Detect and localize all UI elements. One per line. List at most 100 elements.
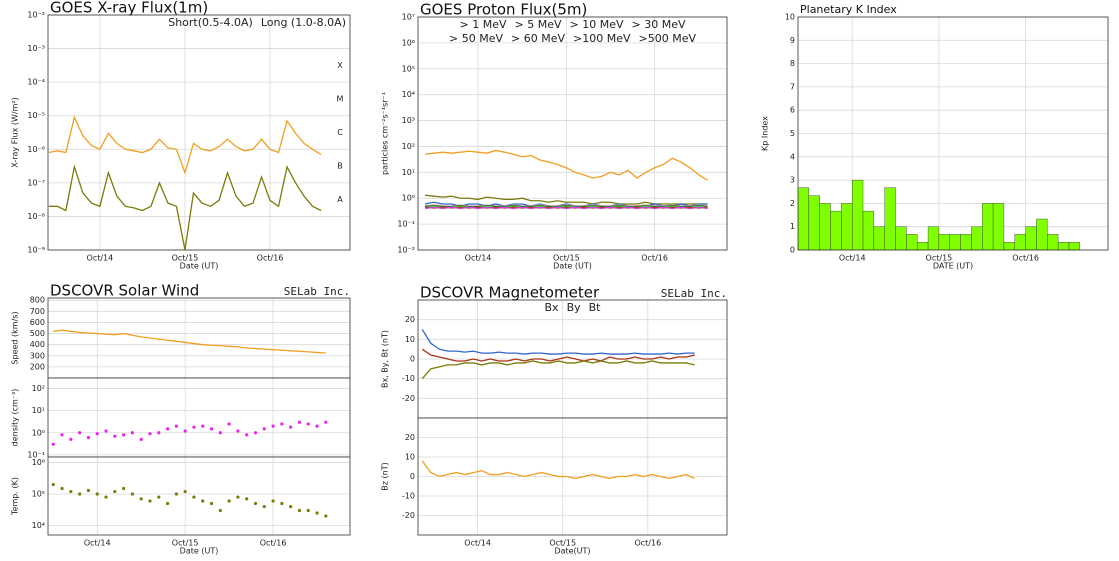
scatter-point — [183, 429, 187, 433]
x-tick-label: Oct/14 — [464, 539, 491, 548]
scatter-point — [148, 499, 152, 503]
y-tick-label: 500 — [30, 329, 45, 338]
y-tick-label: 10² — [32, 384, 45, 393]
y-tick-label: 2 — [790, 199, 795, 208]
y-tick-label: 10⁻⁹ — [27, 246, 45, 255]
legend-entry: > 30 MeV — [632, 18, 686, 31]
y-axis-label: Speed (km/s) — [11, 311, 20, 364]
y-tick-label: -10 — [402, 374, 415, 383]
flare-class-label: C — [337, 128, 343, 137]
bar — [971, 226, 983, 250]
annotation: SELab Inc. — [284, 285, 350, 298]
legend-entry: > 1 MeV — [460, 18, 507, 31]
y-tick-label: 3 — [790, 176, 795, 185]
scatter-point — [113, 434, 117, 438]
series-group — [48, 115, 322, 250]
scatter-point — [218, 431, 222, 435]
plot-border — [417, 16, 728, 251]
scatter-point — [122, 486, 126, 491]
bar — [1057, 242, 1070, 250]
y-axis-label: Kp Index — [761, 116, 770, 151]
y-axis-label: Bx, By, Bt (nT) — [381, 330, 390, 388]
bar — [819, 203, 831, 250]
scatter-point — [253, 501, 258, 506]
panel: -20 -10 0 10 20 Oct/14 Oct/15 Oct/16 Bz (nT) Date… — [381, 417, 728, 556]
scatter-point — [236, 495, 240, 499]
y-tick-label: 8 — [790, 59, 795, 68]
y-tick-label: 10⁻³ — [27, 44, 45, 53]
y-tick-label: 0 — [410, 472, 415, 481]
scatter-point — [324, 514, 328, 518]
chart-title: GOES X-ray Flux(1m) — [50, 0, 208, 17]
y-tick-label: 10⁵ — [32, 490, 45, 499]
scatter-point — [271, 499, 275, 503]
series-line — [48, 164, 322, 250]
chart-title: GOES Proton Flux(5m) — [420, 1, 587, 19]
y-axis-label: X-ray Flux (W/m²) — [11, 97, 20, 167]
scatter-point — [324, 420, 328, 424]
y-tick-label: 10⁻⁸ — [27, 212, 45, 221]
bar — [927, 226, 940, 250]
x-tick-label: Oct/15 — [172, 254, 199, 263]
plot-border — [417, 417, 728, 536]
y-tick-label: 10⁻⁵ — [27, 111, 45, 120]
x-axis-label: DATE (UT) — [933, 262, 973, 271]
y-tick-label: 10⁻¹ — [27, 450, 45, 459]
series-group — [51, 420, 328, 446]
flare-class-label: B — [337, 162, 343, 171]
flare-class-label: M — [337, 94, 344, 103]
plot-border — [797, 16, 1109, 251]
y-tick-label: 10⁴ — [402, 90, 415, 99]
scatter-point — [69, 437, 73, 442]
scatter-point — [95, 492, 99, 496]
bar — [830, 210, 842, 250]
scatter-point — [245, 497, 249, 501]
y-tick-label: -20 — [402, 394, 415, 403]
bar — [851, 179, 864, 250]
scatter-point — [289, 425, 293, 429]
scatter-point — [209, 427, 214, 431]
y-tick-label: 6 — [790, 106, 795, 115]
series-line — [421, 348, 695, 362]
series-line — [424, 194, 708, 205]
bar — [873, 226, 885, 250]
scatter-point — [289, 504, 293, 509]
scatter-point — [245, 433, 249, 437]
y-tick-label: 300 — [30, 351, 45, 360]
plot-area — [418, 17, 727, 250]
scatter-point — [280, 422, 284, 426]
plot-area — [48, 378, 350, 457]
scatter-point — [280, 501, 284, 506]
bar — [862, 210, 875, 250]
y-tick-label: 10⁻² — [397, 246, 415, 255]
x-tick-label: Oct/15 — [549, 539, 576, 548]
y-tick-label: 20 — [405, 315, 415, 324]
legend-entry: Bx — [545, 301, 560, 314]
y-tick-label: 200 — [30, 362, 45, 371]
plot-area — [48, 298, 350, 378]
scatter-point — [104, 429, 108, 433]
scatter-point — [78, 431, 82, 435]
y-tick-label: -10 — [402, 492, 415, 501]
bar — [1003, 242, 1015, 250]
scatter-point — [130, 431, 135, 435]
scatter-point — [192, 425, 196, 429]
chart-title: DSCOVR Magnetometer — [420, 284, 600, 302]
y-tick-label: 10² — [402, 142, 415, 151]
legend-entry: > 60 MeV — [511, 32, 565, 45]
scatter-point — [315, 424, 319, 428]
scatter-point — [227, 422, 231, 426]
y-tick-label: 1 — [790, 222, 795, 231]
legend-entry: Long (1.0-8.0A) — [261, 16, 346, 29]
x-tick-label: Oct/14 — [84, 539, 111, 548]
plot-area — [48, 15, 350, 250]
x-tick-label: Oct/15 — [553, 254, 580, 263]
scatter-point — [262, 504, 266, 509]
legend-entry: By — [567, 301, 582, 314]
scatter-point — [165, 427, 170, 431]
series-line — [421, 460, 695, 480]
legend-entry: >100 MeV — [573, 32, 631, 45]
bar — [938, 234, 950, 250]
panel: 10⁻¹ 10⁰ 10¹ 10² density (cm⁻³) — [11, 377, 351, 459]
